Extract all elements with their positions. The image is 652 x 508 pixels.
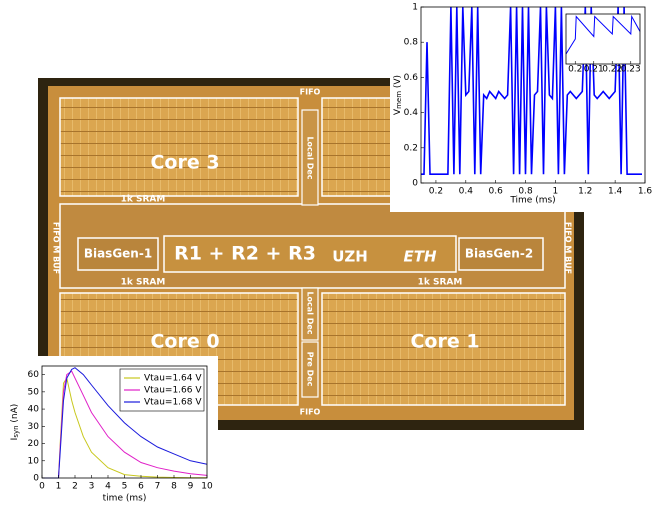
x-axis-label: time (ms) [103, 494, 147, 504]
x-tick-label: 1.6 [638, 187, 652, 197]
chip-label: FIFO [300, 88, 321, 97]
chip-label: BiasGen-2 [465, 247, 533, 261]
data-line [421, 6, 642, 175]
biasgen-1-box [77, 237, 159, 271]
x-tick-label: 1 [553, 187, 559, 197]
y-axis-label-part: (nA) [10, 404, 20, 426]
y-tick-label: 0.6 [404, 73, 419, 83]
x-tick-label: 10 [201, 482, 213, 492]
x-tick-label: 1.2 [578, 187, 592, 197]
local-dec-box [301, 109, 319, 206]
y-axis-label-part: V [393, 108, 403, 115]
chip-label: Local Dec [306, 291, 315, 334]
chip-label: Pre Dec [306, 352, 315, 387]
x-tick-label: 0.2 [429, 187, 443, 197]
data-line [42, 367, 208, 479]
y-tick-label: 60 [28, 370, 40, 380]
axes-frame [420, 6, 646, 184]
y-tick-label: 0 [412, 179, 418, 189]
data-line [565, 14, 641, 55]
chip-label: FIFO M BUF [564, 222, 573, 274]
chip-label: BiasGen-1 [84, 247, 152, 261]
axes-frame [565, 13, 641, 65]
chip-label: Local Dec [306, 136, 315, 179]
chip-label: 1k SRAM [121, 278, 166, 288]
core-3-area [59, 97, 299, 197]
x-tick-label: 0.2 [568, 65, 582, 75]
chip-label: Core 0 [150, 331, 219, 353]
y-axis-label-part: mem [395, 91, 403, 109]
y-tick-label: 0.4 [404, 108, 419, 118]
chip-label: 1k SRAM [418, 278, 463, 288]
x-tick-label: 0.23 [621, 65, 641, 75]
router-box [163, 235, 457, 273]
x-tick-label: 0 [39, 482, 45, 492]
pre-dec-box [301, 341, 319, 398]
legend-label: Vtau=1.66 V [144, 386, 202, 396]
chip-label: Core 3 [150, 152, 219, 174]
y-axis-label: Isyn (nA) [10, 404, 21, 441]
x-tick-label: 3 [89, 482, 95, 492]
chip-label: ETH [403, 248, 436, 266]
chip-label: UZH [332, 248, 368, 266]
x-tick-label: 0.22 [602, 65, 622, 75]
y-tick-label: 50 [28, 387, 40, 397]
x-tick-label: 1.4 [608, 187, 623, 197]
x-tick-label: 9 [188, 482, 194, 492]
x-tick-label: 5 [122, 482, 128, 492]
legend-label: Vtau=1.64 V [144, 374, 202, 384]
chip-label: FIFO M BUF [52, 222, 61, 274]
biasgen-2-box [458, 237, 544, 271]
y-axis-label: Vmem (V) [393, 75, 404, 115]
y-axis-label-part: I [10, 438, 20, 441]
chip-label: FIFO [300, 408, 321, 417]
x-tick-label: 0.21 [584, 65, 604, 75]
local-dec-box [301, 287, 319, 341]
y-tick-label: 1 [412, 3, 418, 13]
y-tick-label: 20 [28, 439, 40, 449]
y-axis-label-part: (V) [393, 75, 403, 91]
x-tick-label: 6 [138, 482, 144, 492]
chip-label: 1k SRAM [121, 195, 166, 205]
x-tick-label: 0.4 [459, 187, 474, 197]
y-tick-label: 10 [28, 456, 40, 466]
x-tick-label: 1 [56, 482, 62, 492]
y-tick-label: 30 [28, 422, 40, 432]
y-axis-label-part: syn [12, 425, 20, 437]
legend-label: Vtau=1.68 V [144, 398, 202, 408]
core-1-area [321, 292, 566, 406]
y-tick-label: 0.8 [404, 38, 419, 48]
x-tick-label: 2 [72, 482, 78, 492]
y-tick-label: 0 [33, 474, 39, 484]
x-tick-label: 4 [105, 482, 111, 492]
x-tick-label: 0.8 [518, 187, 533, 197]
y-tick-label: 0.2 [404, 143, 418, 153]
x-tick-label: 7 [155, 482, 161, 492]
y-tick-label: 40 [28, 405, 40, 415]
x-tick-label: 0.6 [489, 187, 504, 197]
plot-area [566, 14, 640, 64]
chip-label: Core 1 [410, 331, 479, 353]
x-tick-label: 8 [171, 482, 177, 492]
chip-label: R1 + R2 + R3 [174, 243, 316, 265]
x-axis-label: Time (ms) [509, 196, 555, 206]
